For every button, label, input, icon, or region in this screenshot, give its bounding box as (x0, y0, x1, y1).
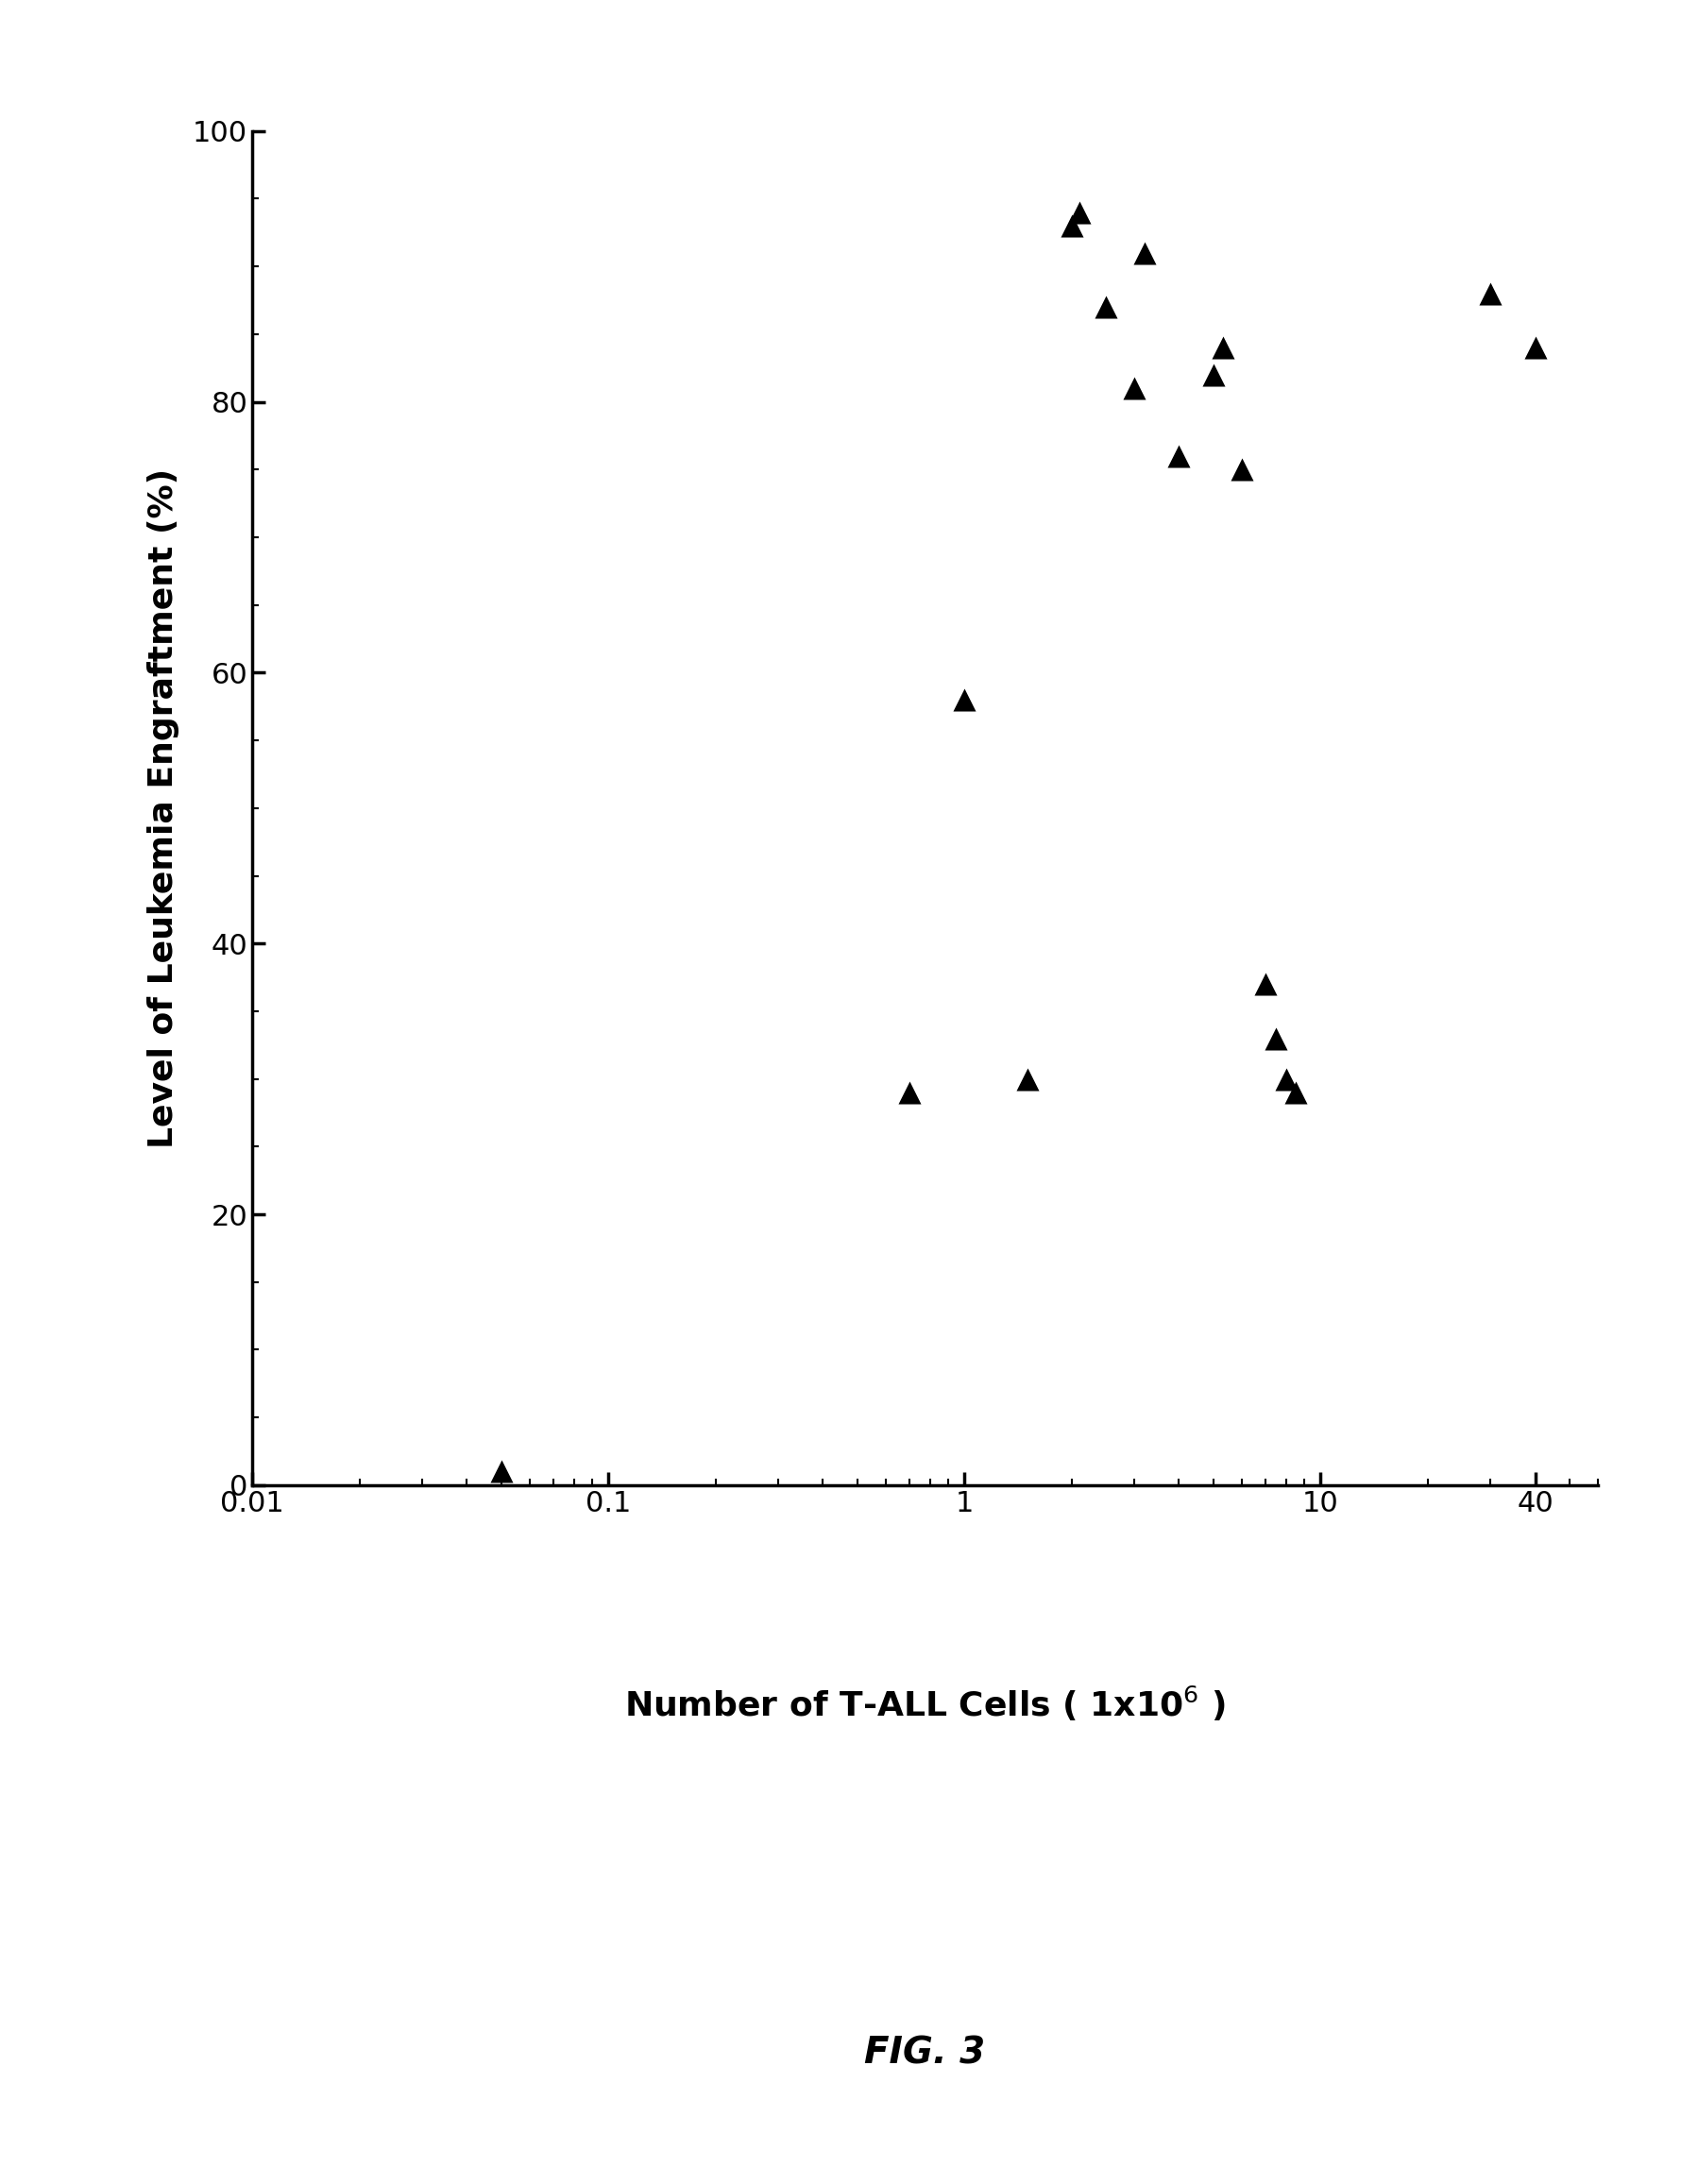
Point (1165, 439, 1192, 474)
Point (1262, 1020, 1289, 1055)
Point (1093, 290, 1120, 325)
Point (1199, 358, 1225, 393)
Point (1209, 330, 1236, 365)
Text: FIG. 3: FIG. 3 (864, 2035, 985, 2070)
Point (1476, 275, 1503, 310)
Point (1227, 452, 1254, 487)
Point (1130, 236, 1157, 271)
Point (1251, 968, 1278, 1002)
Point (487, 1455, 514, 1489)
Point (1273, 1061, 1299, 1096)
Y-axis label: Level of Leukemia Engraftment (%): Level of Leukemia Engraftment (%) (148, 467, 180, 1149)
Point (1066, 194, 1093, 229)
Point (950, 681, 977, 716)
Point (896, 1075, 923, 1109)
Point (1521, 330, 1548, 365)
Text: Number of T-ALL Cells ( 1x10$^6$ ): Number of T-ALL Cells ( 1x10$^6$ ) (624, 1684, 1225, 1723)
Point (1057, 207, 1084, 242)
Point (1121, 371, 1148, 406)
Point (1014, 1061, 1041, 1096)
Point (1281, 1075, 1308, 1109)
